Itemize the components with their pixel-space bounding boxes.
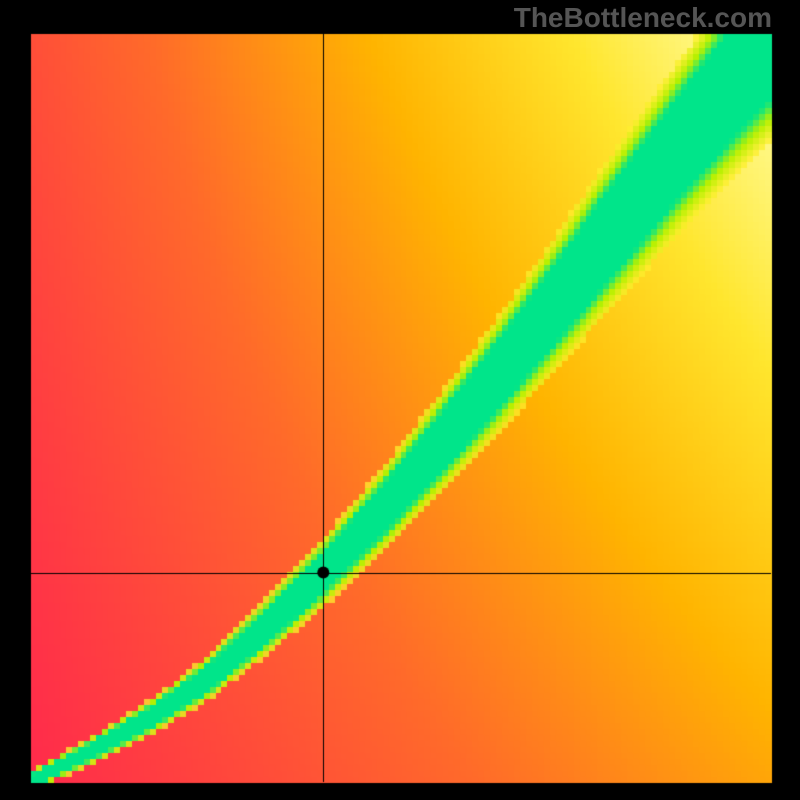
watermark-text: TheBottleneck.com: [514, 2, 772, 34]
bottleneck-heatmap: [0, 0, 800, 800]
